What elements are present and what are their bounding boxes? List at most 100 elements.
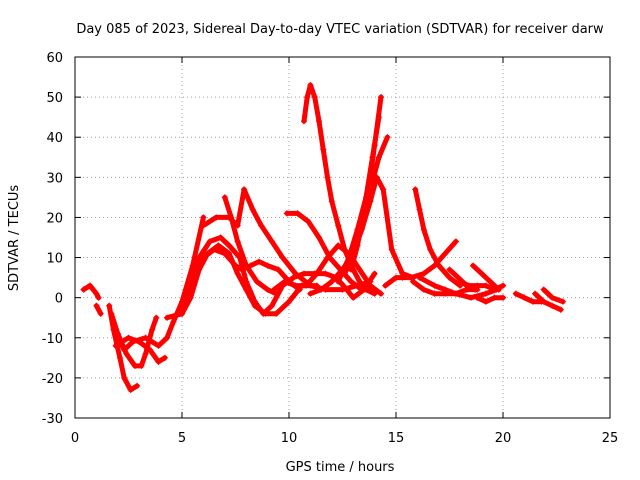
data-point	[251, 298, 258, 305]
data-point	[474, 294, 481, 301]
data-point	[97, 310, 104, 317]
y-tick-label: 20	[46, 211, 63, 226]
data-point	[164, 334, 171, 341]
data-point	[273, 310, 280, 317]
data-point	[249, 206, 256, 213]
series-line	[470, 263, 502, 293]
x-axis-label: GPS time / hours	[286, 460, 395, 475]
data-point	[271, 286, 278, 293]
series-arc-14	[300, 82, 378, 297]
data-point	[146, 346, 153, 353]
data-point	[442, 286, 449, 293]
series-line	[301, 82, 378, 297]
y-tick-label: 10	[46, 252, 63, 267]
data-point	[217, 234, 224, 241]
data-point	[215, 242, 222, 249]
data-point	[420, 270, 427, 277]
data-point	[273, 290, 280, 297]
data-point	[328, 198, 335, 205]
data-point	[268, 302, 275, 309]
series-arc-28	[532, 290, 564, 313]
data-point	[243, 278, 250, 285]
data-point	[155, 358, 162, 365]
data-point	[465, 282, 472, 289]
series-arc-25	[470, 262, 502, 293]
data-point	[442, 250, 449, 257]
data-point	[213, 214, 220, 221]
data-point	[326, 254, 333, 261]
data-point	[335, 222, 342, 229]
data-point	[382, 282, 389, 289]
data-point	[495, 286, 502, 293]
data-point	[123, 350, 130, 357]
data-point	[155, 342, 162, 349]
data-point	[283, 210, 290, 217]
data-point	[234, 270, 241, 277]
data-point	[129, 338, 136, 345]
y-tick-label: 40	[46, 131, 63, 146]
data-point	[378, 290, 385, 297]
series-line	[93, 303, 104, 317]
data-point	[121, 346, 128, 353]
data-point	[452, 238, 459, 245]
data-point	[131, 362, 138, 369]
y-tick-label: 50	[46, 91, 63, 106]
data-point	[363, 286, 370, 293]
data-point	[393, 274, 399, 281]
data-point	[211, 246, 218, 253]
data-point	[110, 318, 117, 325]
data-point	[322, 270, 329, 277]
data-point	[191, 274, 198, 281]
data-point	[339, 286, 346, 293]
data-point	[482, 298, 489, 305]
data-point	[179, 310, 185, 317]
y-tick-labels: -30 -20 -10 0 10 20 30 40 50 60	[42, 51, 63, 427]
data-point	[315, 234, 322, 241]
data-point	[500, 282, 506, 289]
data-point	[234, 238, 241, 245]
data-point	[292, 270, 299, 277]
data-point	[446, 266, 453, 273]
data-point	[356, 278, 363, 285]
data-point	[416, 206, 423, 213]
data-point	[500, 294, 506, 301]
y-tick-label: -30	[42, 412, 63, 427]
data-point	[452, 290, 459, 297]
data-point	[138, 362, 145, 369]
data-point	[446, 274, 453, 281]
series-arc-2	[93, 302, 104, 317]
chart-title: Day 085 of 2023, Sidereal Day-to-day VTE…	[76, 22, 604, 37]
x-tick-label: 0	[71, 431, 79, 446]
series-line	[81, 283, 101, 301]
x-tick-label: 25	[602, 431, 619, 446]
data-point	[121, 374, 128, 381]
data-point	[491, 294, 498, 301]
series-arc-20	[412, 186, 464, 289]
data-point	[529, 298, 536, 305]
data-point	[86, 282, 93, 289]
data-point	[375, 154, 382, 161]
data-point	[303, 282, 310, 289]
data-point	[420, 226, 427, 233]
data-point	[226, 242, 233, 249]
data-point	[410, 278, 417, 285]
data-point	[350, 294, 357, 301]
data-point	[114, 334, 121, 341]
data-point	[127, 386, 134, 393]
data-point	[290, 274, 297, 281]
data-point	[226, 214, 233, 221]
data-point	[200, 254, 207, 261]
data-point	[300, 118, 307, 125]
data-point	[164, 314, 171, 321]
data-point	[268, 238, 275, 245]
data-point	[307, 290, 314, 297]
data-point	[116, 354, 123, 361]
data-point	[95, 294, 102, 301]
data-point	[243, 262, 250, 269]
data-point	[260, 310, 267, 317]
data-point	[142, 350, 149, 357]
data-point	[427, 246, 434, 253]
data-point	[256, 258, 263, 265]
data-point	[258, 222, 265, 229]
